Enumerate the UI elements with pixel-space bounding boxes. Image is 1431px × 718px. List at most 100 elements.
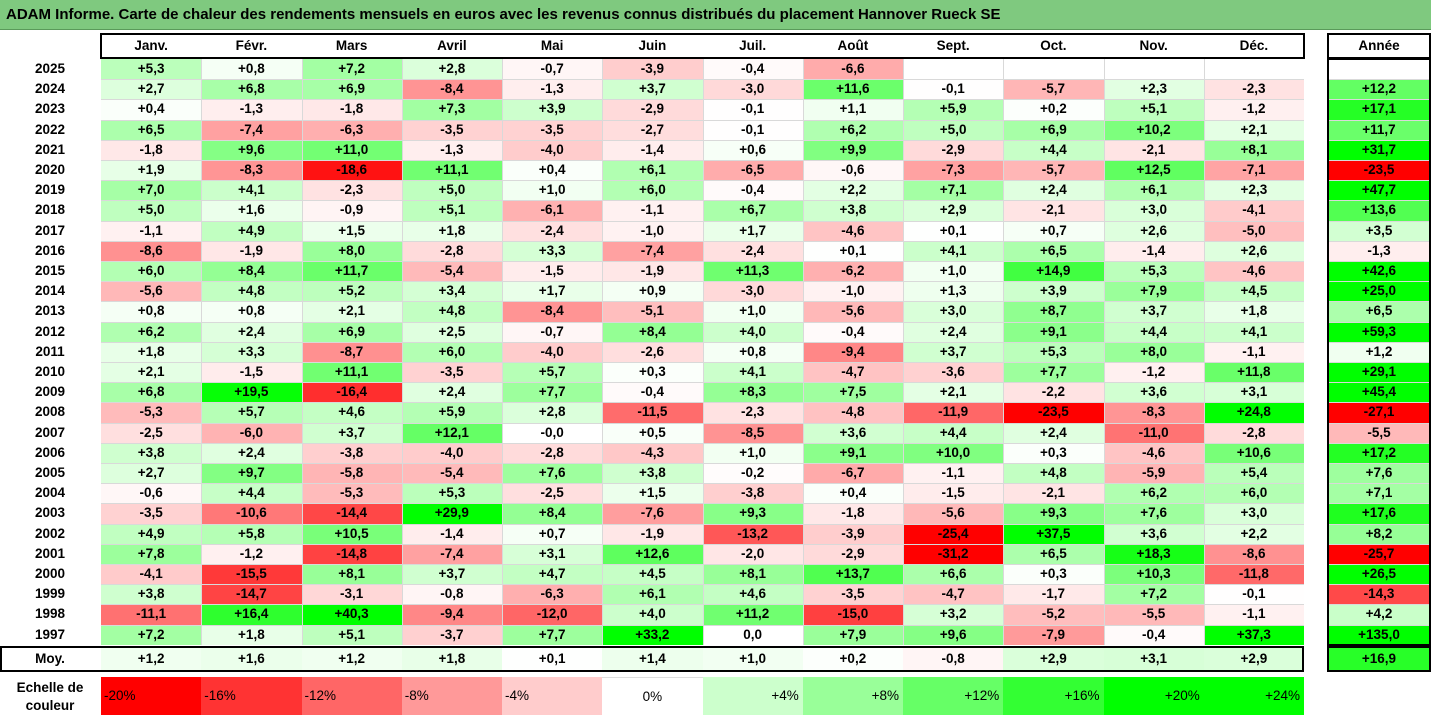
heatmap-cell: +7,2 (1103, 584, 1204, 605)
heatmap-cell: -7,1 (1203, 160, 1304, 181)
heatmap-cell: +1,8 (1203, 301, 1304, 322)
heatmap-cell: -3,6 (903, 362, 1004, 383)
heatmap-cell: +12,1 (401, 422, 502, 443)
grid-line (1328, 99, 1430, 101)
heatmap-cell: +6,5 (1003, 543, 1104, 564)
heatmap-cell: -13,2 (702, 523, 803, 544)
heatmap-cell: -6,1 (502, 200, 603, 221)
grid-line (1328, 564, 1430, 565)
heatmap-cell: +9,3 (702, 503, 803, 524)
heatmap-cell: -1,0 (802, 281, 903, 302)
heatmap-cell: +5,3 (1103, 261, 1204, 282)
heatmap-cell: -0,6 (802, 160, 903, 181)
color-scale-swatch: +4% (702, 677, 803, 715)
grid-line (1328, 624, 1430, 626)
year-label: 2006 (34, 444, 66, 460)
heatmap-cell: +4,6 (702, 584, 803, 605)
average-cell: +1,0 (702, 646, 803, 671)
heatmap-cell: +4,0 (602, 604, 703, 625)
heatmap-cell: +5,0 (903, 119, 1004, 140)
heatmap-cell: +4,4 (1103, 321, 1204, 342)
grid-line (1328, 119, 1430, 121)
heatmap-cell: +10,0 (903, 442, 1004, 463)
month-header: Déc. (1239, 38, 1269, 53)
heatmap-cell: -5,3 (301, 483, 402, 504)
heatmap-cell: +3,9 (1003, 281, 1104, 302)
heatmap-cell: -2,1 (1103, 139, 1204, 160)
color-scale-swatch: -12% (301, 677, 402, 715)
heatmap-cell: +18,3 (1103, 543, 1204, 564)
heatmap-cell: +6,7 (702, 200, 803, 221)
year-total-cell: +11,7 (1328, 119, 1430, 140)
average-cell: +2,9 (1003, 646, 1104, 671)
month-header: Août (837, 38, 869, 53)
month-header: Oct. (1040, 38, 1067, 53)
grid-line (1328, 180, 1430, 182)
grid-line (1328, 382, 1430, 384)
heatmap-cell: +8,7 (1003, 301, 1104, 322)
heatmap-cell: +5,7 (502, 362, 603, 383)
heatmap-cell: +9,1 (802, 442, 903, 463)
heatmap-cell: +1,8 (101, 341, 202, 362)
heatmap-cell: -4,1 (101, 564, 202, 585)
heatmap-cell: +13,7 (802, 564, 903, 585)
year-total-cell: +17,6 (1328, 503, 1430, 524)
heatmap-cell: +19,5 (201, 382, 302, 403)
heatmap-cell: -0,9 (301, 200, 402, 221)
heatmap-cell: +0,1 (903, 220, 1004, 241)
heatmap-cell: -4,0 (401, 442, 502, 463)
heatmap-cell: +6,1 (602, 160, 703, 181)
heatmap-cell: +3,7 (903, 341, 1004, 362)
grid-line (1328, 523, 1430, 525)
heatmap-cell: -2,7 (602, 119, 703, 140)
heatmap-cell: -1,2 (1103, 362, 1204, 383)
year-total-cell: +45,4 (1328, 382, 1430, 403)
year-total-cell: +31,7 (1328, 139, 1430, 160)
heatmap-cell: +4,5 (1203, 281, 1304, 302)
year-label: 2017 (34, 222, 66, 238)
heatmap-cell: -1,8 (802, 503, 903, 524)
heatmap-cell: +3,7 (301, 422, 402, 443)
grid-line (401, 59, 403, 645)
heatmap-cell: -2,2 (1003, 382, 1104, 403)
heatmap-cell: +0,8 (702, 341, 803, 362)
heatmap-cell: +2,4 (1003, 422, 1104, 443)
heatmap-cell: -6,3 (502, 584, 603, 605)
heatmap-cell: -11,0 (1103, 422, 1204, 443)
average-label: Moy. (35, 650, 65, 666)
heatmap-cell: +7,8 (101, 543, 202, 564)
heatmap-cell: +2,4 (201, 321, 302, 342)
heatmap-cell: -3,9 (802, 523, 903, 544)
heatmap-cell: -16,4 (301, 382, 402, 403)
year-label: 2021 (34, 141, 66, 157)
heatmap-cell: -3,8 (301, 442, 402, 463)
heatmap-cell: +6,0 (1203, 483, 1304, 504)
heatmap-cell: +29,9 (401, 503, 502, 524)
heatmap-cell: +10,6 (1203, 442, 1304, 463)
color-scale-swatch: +8% (802, 677, 903, 715)
heatmap-cell: -8,3 (1103, 402, 1204, 423)
year-total-cell: +47,7 (1328, 180, 1430, 201)
heatmap-cell: +1,0 (702, 301, 803, 322)
heatmap-cell: -8,7 (301, 341, 402, 362)
year-total-cell: +12,2 (1328, 79, 1430, 100)
year-total-cell: -14,3 (1328, 584, 1430, 605)
heatmap-cell: +2,4 (1003, 180, 1104, 201)
heatmap-cell: -0,8 (401, 584, 502, 605)
color-scale-swatch: 0% (602, 677, 703, 715)
heatmap-cell: +0,4 (802, 483, 903, 504)
heatmap-cell: -2,8 (1203, 422, 1304, 443)
heatmap-cell: -4,6 (1103, 442, 1204, 463)
heatmap-cell: +4,4 (201, 483, 302, 504)
heatmap-cell: +2,5 (401, 321, 502, 342)
heatmap-cell: -4,0 (502, 139, 603, 160)
heatmap-cell: +5,3 (401, 483, 502, 504)
heatmap-cell: +6,2 (802, 119, 903, 140)
heatmap-cell: -11,5 (602, 402, 703, 423)
heatmap-cell: -5,8 (301, 463, 402, 484)
heatmap-cell: -1,9 (602, 261, 703, 282)
heatmap-cell: +5,2 (301, 281, 402, 302)
heatmap-cell: +6,5 (101, 119, 202, 140)
grid-line (301, 59, 303, 645)
heatmap-cell: +6,1 (602, 584, 703, 605)
